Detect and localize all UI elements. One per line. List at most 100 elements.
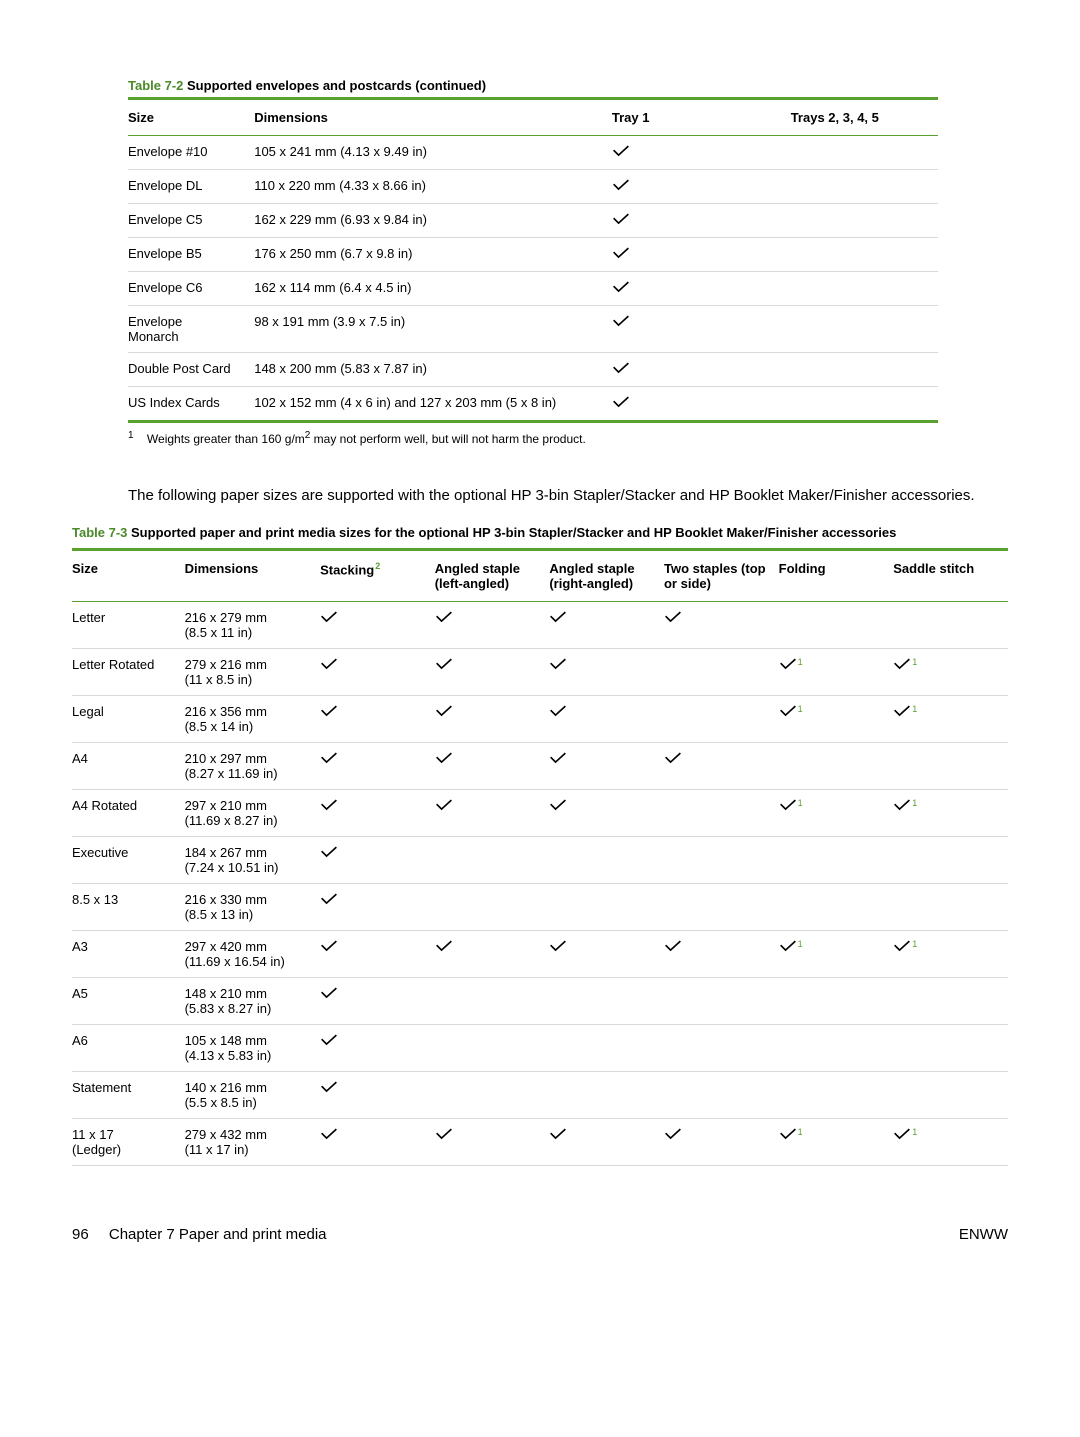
table-row: A4 Rotated297 x 210 mm(11.69 x 8.27 in)1… [72, 789, 1008, 836]
cell-tray1 [612, 306, 791, 353]
cell-check [664, 977, 779, 1024]
check-icon [549, 704, 567, 721]
cell-dim: 279 x 216 mm(11 x 8.5 in) [185, 648, 321, 695]
check-icon [779, 704, 797, 721]
cell-check: 1 [893, 789, 1008, 836]
footnote-ref: 1 [798, 798, 803, 808]
cell-size: 8.5 x 13 [72, 883, 185, 930]
cell-trays2345 [791, 136, 938, 170]
cell-check [435, 836, 550, 883]
cell-check [435, 601, 550, 648]
footnote-ref: 1 [912, 657, 917, 667]
cell-size: 11 x 17(Ledger) [72, 1118, 185, 1165]
check-icon [320, 892, 338, 909]
check-icon [435, 704, 453, 721]
cell-size: Envelope C6 [128, 272, 254, 306]
cell-dim: 148 x 210 mm(5.83 x 8.27 in) [185, 977, 321, 1024]
cell-check [779, 883, 894, 930]
cell-check [664, 1071, 779, 1118]
cell-check [549, 1024, 664, 1071]
cell-dim: 162 x 114 mm (6.4 x 4.5 in) [254, 272, 612, 306]
check-icon [435, 610, 453, 627]
table2-header-cell: Saddle stitch [893, 549, 1008, 601]
check-icon [549, 610, 567, 627]
check-icon [779, 657, 797, 674]
cell-check [779, 1024, 894, 1071]
cell-check [893, 883, 1008, 930]
cell-dim: 105 x 241 mm (4.13 x 9.49 in) [254, 136, 612, 170]
cell-check [664, 789, 779, 836]
cell-size: Letter Rotated [72, 648, 185, 695]
cell-dim: 216 x 279 mm(8.5 x 11 in) [185, 601, 321, 648]
table2-header-row: SizeDimensionsStacking2Angled staple (le… [72, 549, 1008, 601]
footnote-ref: 1 [798, 1127, 803, 1137]
table-row: Double Post Card148 x 200 mm (5.83 x 7.8… [128, 353, 938, 387]
cell-check [435, 789, 550, 836]
cell-check [779, 601, 894, 648]
check-icon [435, 798, 453, 815]
check-icon [435, 657, 453, 674]
table2-header-cell: Folding [779, 549, 894, 601]
table-row: 8.5 x 13216 x 330 mm(8.5 x 13 in) [72, 883, 1008, 930]
cell-check [549, 1071, 664, 1118]
cell-dim: 110 x 220 mm (4.33 x 8.66 in) [254, 170, 612, 204]
footnote-ref: 1 [798, 704, 803, 714]
table2-header-cell: Angled staple (left-angled) [435, 549, 550, 601]
cell-dim: 148 x 200 mm (5.83 x 7.87 in) [254, 353, 612, 387]
cell-check [549, 836, 664, 883]
cell-check [320, 695, 435, 742]
table-row: Envelope C5162 x 229 mm (6.93 x 9.84 in) [128, 204, 938, 238]
check-icon [320, 1033, 338, 1050]
check-icon [549, 798, 567, 815]
table-row: A3297 x 420 mm(11.69 x 16.54 in)11 [72, 930, 1008, 977]
check-icon [664, 1127, 682, 1144]
table2-header-cell: Size [72, 549, 185, 601]
cell-check [320, 1118, 435, 1165]
cell-check [435, 1024, 550, 1071]
intro-paragraph: The following paper sizes are supported … [128, 486, 1008, 506]
cell-check: 1 [893, 930, 1008, 977]
check-icon [664, 751, 682, 768]
cell-check: 1 [893, 695, 1008, 742]
cell-check [320, 1024, 435, 1071]
check-icon [893, 798, 911, 815]
cell-check [893, 977, 1008, 1024]
table-row: A4210 x 297 mm(8.27 x 11.69 in) [72, 742, 1008, 789]
check-icon [612, 178, 630, 195]
cell-dim: 176 x 250 mm (6.7 x 9.8 in) [254, 238, 612, 272]
cell-dim: 102 x 152 mm (4 x 6 in) and 127 x 203 mm… [254, 387, 612, 422]
cell-size: Statement [72, 1071, 185, 1118]
table2-header-cell: Stacking2 [320, 549, 435, 601]
table2-header-cell: Dimensions [185, 549, 321, 601]
cell-check [893, 601, 1008, 648]
check-icon [435, 1127, 453, 1144]
cell-dim: 216 x 356 mm(8.5 x 14 in) [185, 695, 321, 742]
cell-check [779, 977, 894, 1024]
check-icon [320, 1127, 338, 1144]
table2-header-cell: Angled staple (right-angled) [549, 549, 664, 601]
cell-trays2345 [791, 353, 938, 387]
cell-size: A5 [72, 977, 185, 1024]
table1-h-size: Size [128, 99, 254, 136]
table2-title: Table 7-3 Supported paper and print medi… [72, 524, 1008, 542]
footnote-ref: 1 [798, 939, 803, 949]
table2: SizeDimensionsStacking2Angled staple (le… [72, 548, 1008, 1166]
cell-trays2345 [791, 306, 938, 353]
cell-trays2345 [791, 238, 938, 272]
cell-check [664, 648, 779, 695]
table-row: A6105 x 148 mm(4.13 x 5.83 in) [72, 1024, 1008, 1071]
check-icon [612, 212, 630, 229]
cell-check [320, 883, 435, 930]
check-icon [320, 704, 338, 721]
cell-size: Envelope #10 [128, 136, 254, 170]
cell-check [435, 648, 550, 695]
cell-size: EnvelopeMonarch [128, 306, 254, 353]
table1-title-num: Table 7-2 [128, 78, 183, 93]
table1-title: Table 7-2 Supported envelopes and postca… [128, 78, 1008, 93]
cell-trays2345 [791, 272, 938, 306]
table-row: EnvelopeMonarch98 x 191 mm (3.9 x 7.5 in… [128, 306, 938, 353]
check-icon [612, 280, 630, 297]
page-footer: 96 Chapter 7 Paper and print media ENWW [72, 1226, 1008, 1243]
cell-trays2345 [791, 387, 938, 422]
cell-check [549, 1118, 664, 1165]
